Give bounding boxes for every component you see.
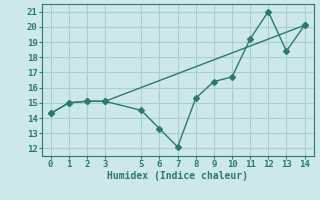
X-axis label: Humidex (Indice chaleur): Humidex (Indice chaleur) <box>107 171 248 181</box>
